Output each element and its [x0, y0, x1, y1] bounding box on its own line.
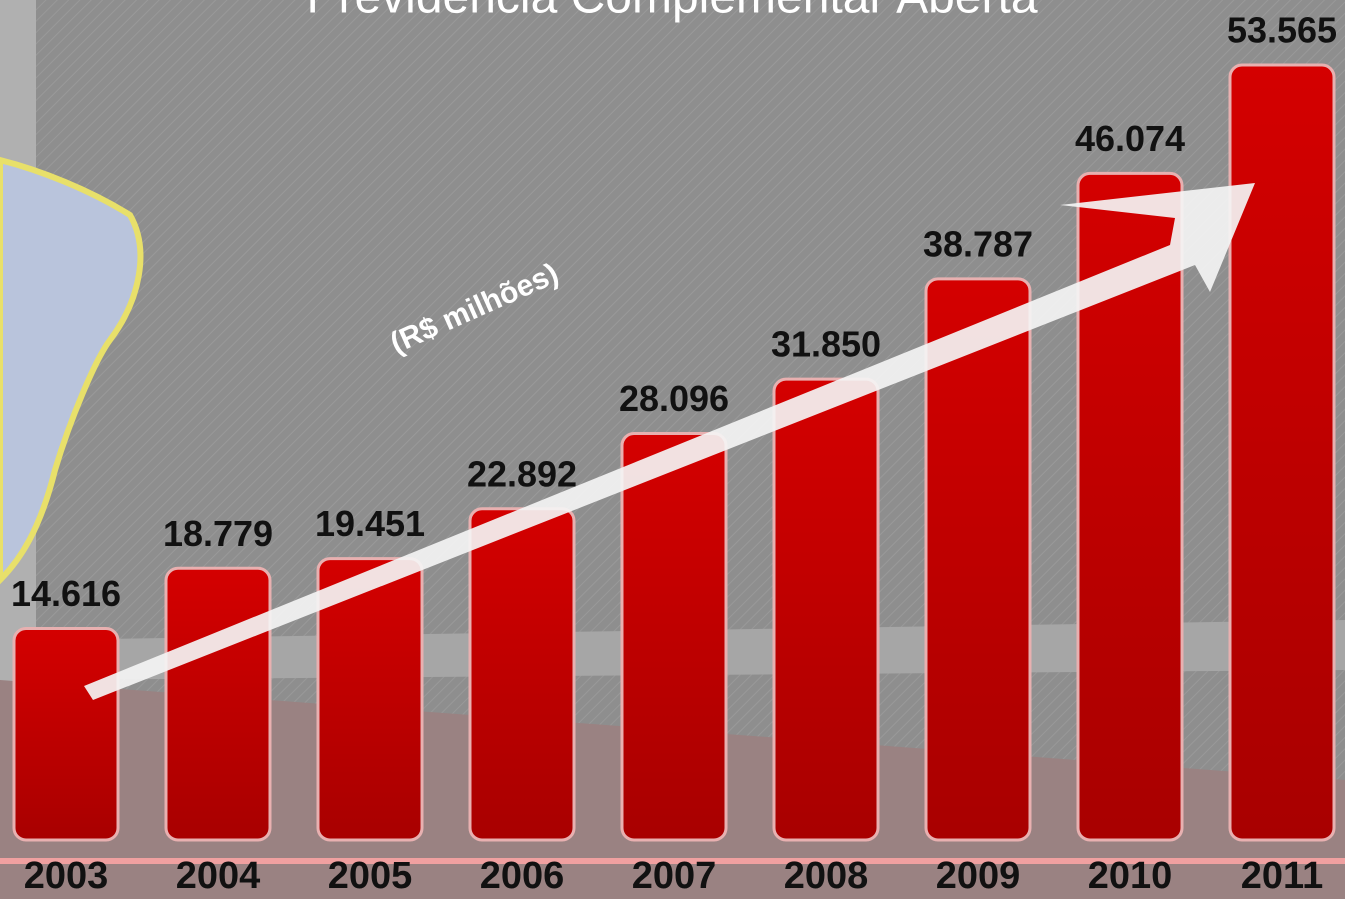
value-label: 28.096 — [619, 378, 729, 419]
value-label: 53.565 — [1227, 10, 1337, 51]
x-tick-label: 2007 — [632, 855, 717, 897]
x-tick-label: 2010 — [1088, 855, 1173, 897]
bar — [468, 507, 576, 842]
bar — [1076, 171, 1184, 842]
bar — [316, 557, 424, 842]
x-tick-label: 2005 — [328, 855, 413, 897]
baseline — [0, 858, 1345, 864]
bar — [772, 377, 880, 842]
x-tick-label: 2003 — [24, 855, 109, 897]
chart-title: Previdência Complementar Aberta — [306, 0, 1037, 24]
map-shape — [0, 156, 144, 585]
value-label: 18.779 — [163, 513, 273, 554]
x-tick-label: 2011 — [1241, 855, 1323, 897]
value-label: 19.451 — [315, 503, 425, 544]
bar — [924, 277, 1032, 842]
x-tick-label: 2008 — [784, 855, 869, 897]
value-label: 31.850 — [771, 324, 881, 365]
value-label: 22.892 — [467, 453, 577, 494]
value-label: 46.074 — [1075, 118, 1185, 159]
bar — [1228, 63, 1336, 842]
x-tick-label: 2006 — [480, 855, 565, 897]
value-label: 14.616 — [11, 573, 121, 614]
bar — [12, 627, 120, 842]
x-tick-label: 2009 — [936, 855, 1021, 897]
bar — [620, 431, 728, 842]
value-label: 38.787 — [923, 223, 1033, 264]
trend-arrow — [84, 183, 1255, 700]
x-tick-label: 2004 — [176, 855, 261, 897]
bar — [164, 566, 272, 842]
